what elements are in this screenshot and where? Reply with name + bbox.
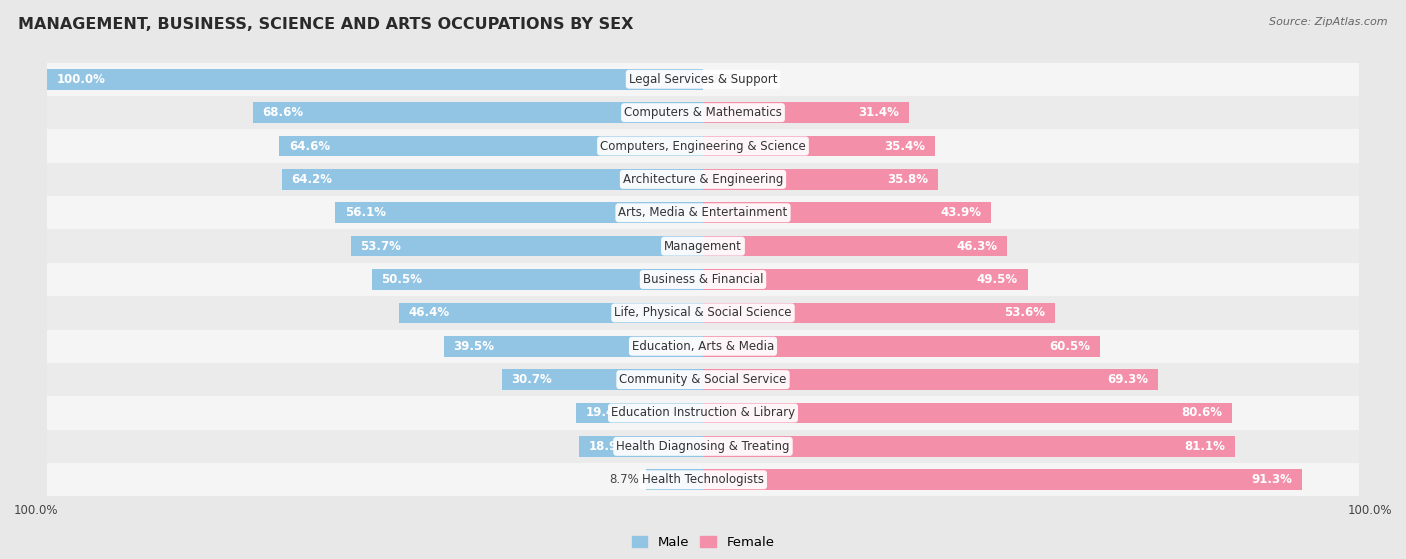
Text: 35.8%: 35.8% xyxy=(887,173,928,186)
Text: Computers & Mathematics: Computers & Mathematics xyxy=(624,106,782,119)
Bar xyxy=(398,302,703,323)
Bar xyxy=(703,402,1232,423)
Text: 100.0%: 100.0% xyxy=(56,73,105,86)
Bar xyxy=(703,102,910,123)
Text: 53.7%: 53.7% xyxy=(360,240,401,253)
Text: 68.6%: 68.6% xyxy=(263,106,304,119)
Text: Life, Physical & Social Science: Life, Physical & Social Science xyxy=(614,306,792,319)
Text: 81.1%: 81.1% xyxy=(1184,440,1225,453)
Bar xyxy=(703,136,935,157)
Bar xyxy=(280,136,703,157)
Bar xyxy=(703,269,1028,290)
Bar xyxy=(579,436,703,457)
Text: 39.5%: 39.5% xyxy=(454,340,495,353)
Text: MANAGEMENT, BUSINESS, SCIENCE AND ARTS OCCUPATIONS BY SEX: MANAGEMENT, BUSINESS, SCIENCE AND ARTS O… xyxy=(18,17,634,32)
Bar xyxy=(46,263,1360,296)
Bar xyxy=(46,96,1360,129)
Text: Management: Management xyxy=(664,240,742,253)
Text: 46.3%: 46.3% xyxy=(956,240,997,253)
Text: Education, Arts & Media: Education, Arts & Media xyxy=(631,340,775,353)
Bar xyxy=(444,336,703,357)
Text: 30.7%: 30.7% xyxy=(512,373,553,386)
Bar xyxy=(575,402,703,423)
Bar xyxy=(703,369,1157,390)
Bar xyxy=(46,363,1360,396)
Text: 18.9%: 18.9% xyxy=(589,440,630,453)
Text: 50.5%: 50.5% xyxy=(381,273,422,286)
Bar xyxy=(502,369,703,390)
Text: 60.5%: 60.5% xyxy=(1049,340,1090,353)
Text: 49.5%: 49.5% xyxy=(977,273,1018,286)
Text: 56.1%: 56.1% xyxy=(344,206,385,219)
Bar xyxy=(371,269,703,290)
Text: 100.0%: 100.0% xyxy=(1347,504,1392,517)
Text: 80.6%: 80.6% xyxy=(1181,406,1222,419)
Bar xyxy=(703,470,1302,490)
Text: 100.0%: 100.0% xyxy=(14,504,59,517)
Text: 35.4%: 35.4% xyxy=(884,140,925,153)
Bar xyxy=(46,69,703,89)
Bar xyxy=(46,463,1360,496)
Bar xyxy=(46,196,1360,229)
Text: 53.6%: 53.6% xyxy=(1004,306,1045,319)
Text: 91.3%: 91.3% xyxy=(1251,473,1292,486)
Bar xyxy=(46,63,1360,96)
Text: 31.4%: 31.4% xyxy=(858,106,900,119)
Bar xyxy=(46,296,1360,330)
Text: 19.4%: 19.4% xyxy=(585,406,627,419)
Bar xyxy=(350,236,703,257)
Bar xyxy=(645,470,703,490)
Bar xyxy=(703,436,1234,457)
Text: Computers, Engineering & Science: Computers, Engineering & Science xyxy=(600,140,806,153)
Bar xyxy=(46,129,1360,163)
Bar xyxy=(46,163,1360,196)
Bar xyxy=(703,302,1054,323)
Bar xyxy=(253,102,703,123)
Text: Health Diagnosing & Treating: Health Diagnosing & Treating xyxy=(616,440,790,453)
Text: Community & Social Service: Community & Social Service xyxy=(619,373,787,386)
Text: Business & Financial: Business & Financial xyxy=(643,273,763,286)
Text: Source: ZipAtlas.com: Source: ZipAtlas.com xyxy=(1270,17,1388,27)
Text: 43.9%: 43.9% xyxy=(941,206,981,219)
Bar xyxy=(46,229,1360,263)
Bar xyxy=(46,396,1360,430)
Text: Architecture & Engineering: Architecture & Engineering xyxy=(623,173,783,186)
Bar xyxy=(46,330,1360,363)
Text: Health Technologists: Health Technologists xyxy=(643,473,763,486)
Legend: Male, Female: Male, Female xyxy=(626,531,780,555)
Text: 46.4%: 46.4% xyxy=(408,306,450,319)
Text: Arts, Media & Entertainment: Arts, Media & Entertainment xyxy=(619,206,787,219)
Text: 0.0%: 0.0% xyxy=(710,73,740,86)
Bar xyxy=(703,202,991,223)
Bar xyxy=(46,430,1360,463)
Bar xyxy=(335,202,703,223)
Text: Education Instruction & Library: Education Instruction & Library xyxy=(612,406,794,419)
Text: 64.2%: 64.2% xyxy=(291,173,333,186)
Bar xyxy=(703,169,938,190)
Bar xyxy=(703,236,1007,257)
Text: 69.3%: 69.3% xyxy=(1107,373,1147,386)
Bar xyxy=(703,336,1099,357)
Text: 64.6%: 64.6% xyxy=(290,140,330,153)
Text: Legal Services & Support: Legal Services & Support xyxy=(628,73,778,86)
Bar xyxy=(281,169,703,190)
Text: 8.7%: 8.7% xyxy=(610,473,640,486)
